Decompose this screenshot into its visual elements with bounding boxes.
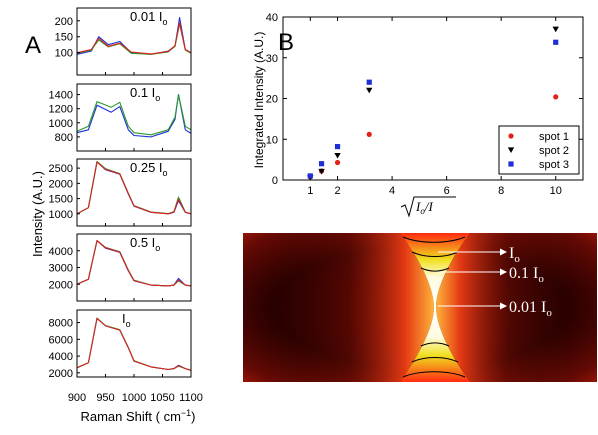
spectrum-3-title: 0.25 Io xyxy=(130,160,168,178)
field-enhancement-map xyxy=(243,233,597,382)
spectrum-2-title: 0.1 Io xyxy=(130,85,160,103)
legend-label-spot-3: spot 3 xyxy=(539,159,569,171)
scatter-point-spot-2 xyxy=(334,152,341,159)
spectrum-3-ytick-label: 2500 xyxy=(49,163,73,175)
integrated-intensity-scatter: 0 10 20 30 40 1 2 4 6 8 10 spot 1 spot 2 spot 3 xyxy=(266,12,584,197)
scatter-point-spot-3 xyxy=(318,161,325,167)
scatter-xtick-label: 1 xyxy=(307,185,313,197)
spectrum-4-ytick-label: 4000 xyxy=(49,246,73,258)
scatter-xtick-label: 8 xyxy=(498,185,504,197)
scatter-point-spot-1 xyxy=(366,131,372,137)
spectrum-line-5-1 xyxy=(76,317,192,371)
spectrum-1-ytick-label: 150 xyxy=(55,32,73,44)
field-map-annotations: Io 0.1 Io 0.01 Io xyxy=(438,245,552,319)
legend-label-spot-2: spot 2 xyxy=(539,145,569,157)
scatter-point-spot-2 xyxy=(552,26,559,33)
panel-b-label: B xyxy=(278,29,294,56)
spectra-x-axis-label: Raman Shift ( cm−1) xyxy=(80,408,195,424)
spectrum-2-ytick-label: 1000 xyxy=(49,118,73,130)
spectrum-5-ytick-label: 6000 xyxy=(49,334,73,346)
scatter-point-spot-1 xyxy=(334,159,341,166)
scatter-xtick-label: 6 xyxy=(444,185,450,197)
scatter-xtick-label: 10 xyxy=(550,185,562,197)
scatter-ytick-label: 0 xyxy=(272,175,278,187)
spectrum-line-1-2 xyxy=(76,23,192,55)
scatter-point-spot-3 xyxy=(553,39,559,45)
field-label-0-01-io: 0.01 Io xyxy=(509,299,552,319)
spectrum-3-ytick-label: 1000 xyxy=(49,209,73,221)
spectrum-2-ytick-label: 800 xyxy=(55,132,73,144)
scatter-ytick-label: 10 xyxy=(266,134,278,146)
spectra-xtick-label: 1100 xyxy=(179,392,203,404)
scatter-point-spot-3 xyxy=(334,143,341,150)
spectrum-5-ytick-label: 2000 xyxy=(49,368,73,380)
legend-marker-spot-1 xyxy=(508,133,514,139)
spectrum-axes-5 xyxy=(76,309,192,378)
spectrum-line-1-3 xyxy=(76,21,192,55)
spectrum-line-2-1 xyxy=(76,94,192,138)
scatter-point-spot-1 xyxy=(553,94,559,100)
scatter-point-spot-3 xyxy=(366,79,372,85)
scatter-ytick-label: 20 xyxy=(266,94,278,106)
spectrum-4-ytick-label: 2000 xyxy=(49,279,73,291)
scatter-point-spot-2 xyxy=(318,168,325,175)
spectrum-5-title: Io xyxy=(122,311,131,329)
spectra-xtick-label: 1000 xyxy=(122,392,146,404)
spectra-y-axis-label: Intensity (A.U.) xyxy=(30,171,45,257)
spectrum-5-ytick-label: 4000 xyxy=(49,351,73,363)
raman-spectra-panel: 100 150 200 0.01 Io 800 1000 1200 1400 0.1 Io 100… xyxy=(49,7,203,404)
legend-marker-spot-2 xyxy=(507,147,515,153)
spectrum-3-ytick-label: 1500 xyxy=(49,194,73,206)
spectrum-3-ytick-label: 2000 xyxy=(49,178,73,190)
scatter-xtick-label: 4 xyxy=(389,185,395,197)
svg-text:Io/I: Io/I xyxy=(415,199,433,216)
spectrum-line-5-2 xyxy=(76,317,192,371)
spectrum-1-title: 0.01 Io xyxy=(130,9,168,27)
spectrum-line-2-2 xyxy=(76,94,192,136)
panel-a-label: A xyxy=(25,32,41,59)
field-label-0-1-io: 0.1 Io xyxy=(509,265,544,285)
spectra-xtick-label: 1050 xyxy=(150,392,174,404)
spectrum-1-ytick-label: 200 xyxy=(55,16,73,28)
spectrum-5-ytick-label: 8000 xyxy=(49,318,73,330)
scatter-ytick-label: 40 xyxy=(266,12,278,24)
scatter-xtick-label: 2 xyxy=(334,185,340,197)
scatter-point-spot-3 xyxy=(307,173,313,179)
scatter-point-spot-2 xyxy=(366,87,373,94)
spectrum-2-ytick-label: 1400 xyxy=(49,90,73,102)
spectrum-line-5-3 xyxy=(76,317,192,371)
field-label-io: Io xyxy=(509,245,520,265)
spectrum-line-3-3 xyxy=(76,161,192,215)
spectra-xtick-label: 900 xyxy=(68,392,86,404)
spectra-xtick-label: 950 xyxy=(96,392,114,404)
spectrum-1-ytick-label: 100 xyxy=(55,48,73,60)
spectrum-4-ytick-label: 3000 xyxy=(49,263,73,275)
legend-label-spot-1: spot 1 xyxy=(539,131,569,143)
scatter-x-axis-label: Io/I xyxy=(400,196,456,218)
scatter-y-axis-label: Integrated Intensity (A.U.) xyxy=(252,32,266,169)
legend-marker-spot-3 xyxy=(508,161,514,167)
spectrum-line-4-3 xyxy=(76,240,192,287)
scatter-ytick-label: 30 xyxy=(266,53,278,65)
spectrum-4-title: 0.5 Io xyxy=(130,235,160,253)
spectrum-2-ytick-label: 1200 xyxy=(49,104,73,116)
